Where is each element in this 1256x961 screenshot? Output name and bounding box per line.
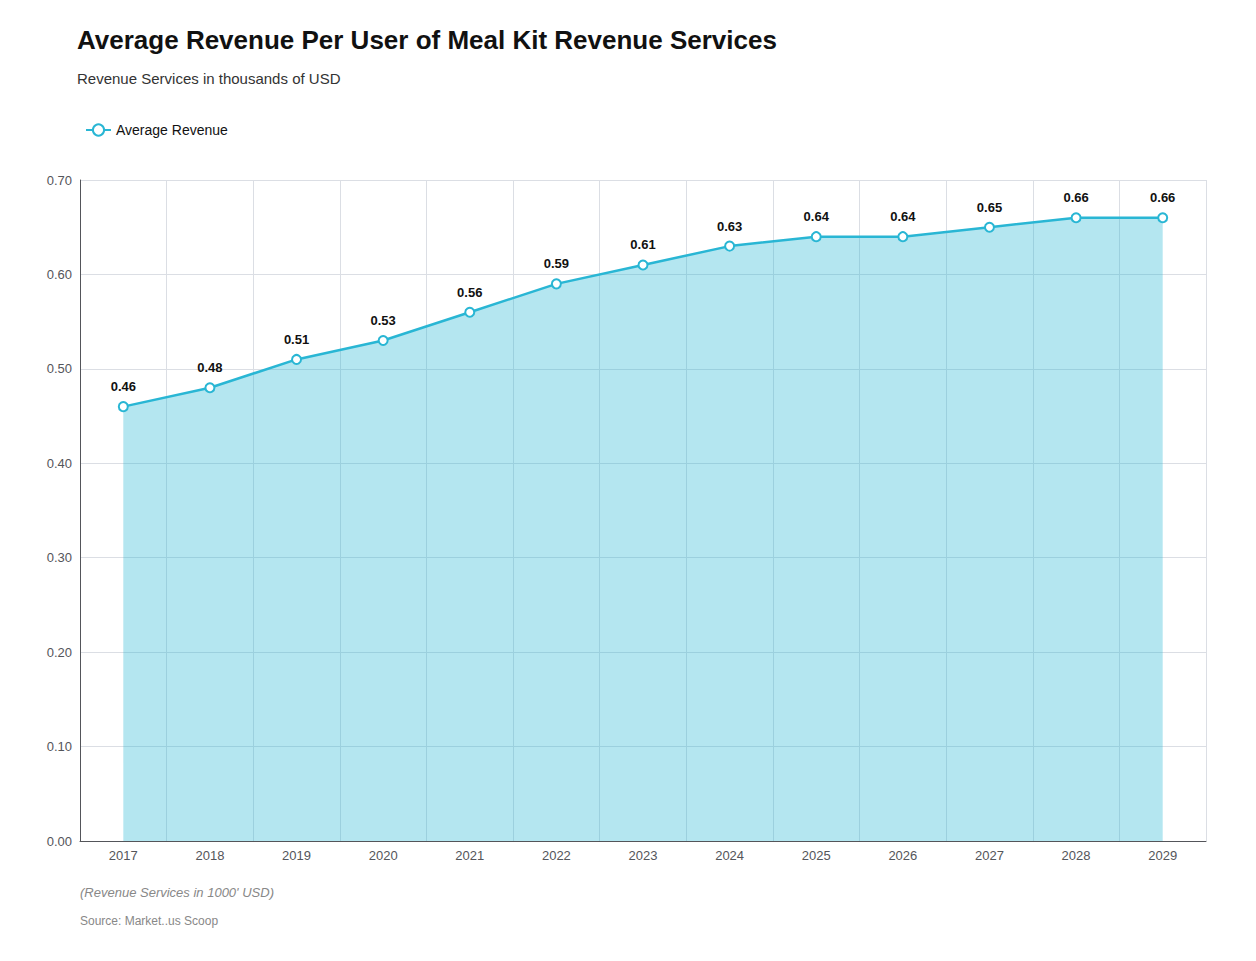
- svg-text:2029: 2029: [1148, 848, 1177, 863]
- svg-text:2018: 2018: [195, 848, 224, 863]
- svg-text:Average Revenue Per User of Me: Average Revenue Per User of Meal Kit Rev…: [77, 25, 777, 55]
- svg-text:(Revenue Services in 1000' USD: (Revenue Services in 1000' USD): [80, 885, 274, 900]
- svg-text:0.53: 0.53: [370, 313, 395, 328]
- svg-text:0.60: 0.60: [47, 267, 72, 282]
- svg-text:0.59: 0.59: [544, 256, 569, 271]
- svg-text:0.48: 0.48: [197, 360, 222, 375]
- svg-text:0.61: 0.61: [630, 237, 655, 252]
- svg-text:0.10: 0.10: [47, 739, 72, 754]
- svg-text:0.70: 0.70: [47, 173, 72, 188]
- svg-text:0.65: 0.65: [977, 200, 1002, 215]
- svg-text:2027: 2027: [975, 848, 1004, 863]
- svg-text:0.50: 0.50: [47, 361, 72, 376]
- svg-text:0.00: 0.00: [47, 834, 72, 849]
- svg-text:2026: 2026: [888, 848, 917, 863]
- svg-text:2028: 2028: [1062, 848, 1091, 863]
- svg-text:0.20: 0.20: [47, 645, 72, 660]
- svg-text:2019: 2019: [282, 848, 311, 863]
- svg-text:2020: 2020: [369, 848, 398, 863]
- svg-text:0.63: 0.63: [717, 219, 742, 234]
- svg-text:0.40: 0.40: [47, 456, 72, 471]
- svg-text:0.66: 0.66: [1150, 190, 1175, 205]
- svg-text:0.51: 0.51: [284, 332, 309, 347]
- svg-text:2021: 2021: [455, 848, 484, 863]
- svg-text:2025: 2025: [802, 848, 831, 863]
- svg-text:Revenue Services in thousands: Revenue Services in thousands of USD: [77, 70, 341, 87]
- svg-text:0.64: 0.64: [890, 209, 916, 224]
- svg-text:2022: 2022: [542, 848, 571, 863]
- svg-text:0.64: 0.64: [804, 209, 830, 224]
- svg-text:0.56: 0.56: [457, 285, 482, 300]
- svg-text:2017: 2017: [109, 848, 138, 863]
- svg-text:0.30: 0.30: [47, 550, 72, 565]
- svg-text:2023: 2023: [629, 848, 658, 863]
- svg-text:2024: 2024: [715, 848, 744, 863]
- svg-text:0.46: 0.46: [111, 379, 136, 394]
- svg-text:0.66: 0.66: [1063, 190, 1088, 205]
- svg-text:Average Revenue: Average Revenue: [116, 122, 228, 138]
- svg-text:Source: Market..us Scoop: Source: Market..us Scoop: [80, 914, 218, 928]
